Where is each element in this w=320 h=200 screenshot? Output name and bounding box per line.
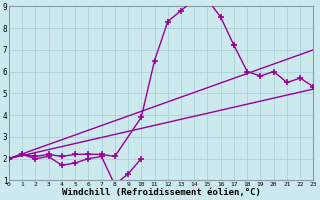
- X-axis label: Windchill (Refroidissement éolien,°C): Windchill (Refroidissement éolien,°C): [62, 188, 260, 197]
